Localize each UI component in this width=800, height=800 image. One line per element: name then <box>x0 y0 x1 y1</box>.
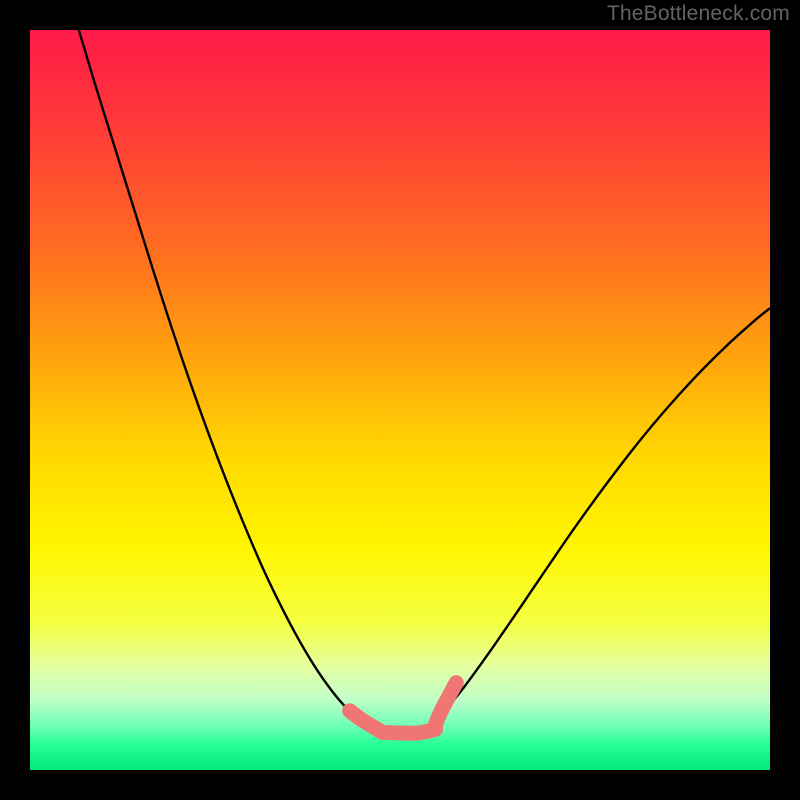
source-watermark: TheBottleneck.com <box>607 2 790 26</box>
chart-container: TheBottleneck.com <box>0 0 800 800</box>
bottleneck-chart <box>0 0 800 800</box>
plot-background <box>30 30 770 770</box>
